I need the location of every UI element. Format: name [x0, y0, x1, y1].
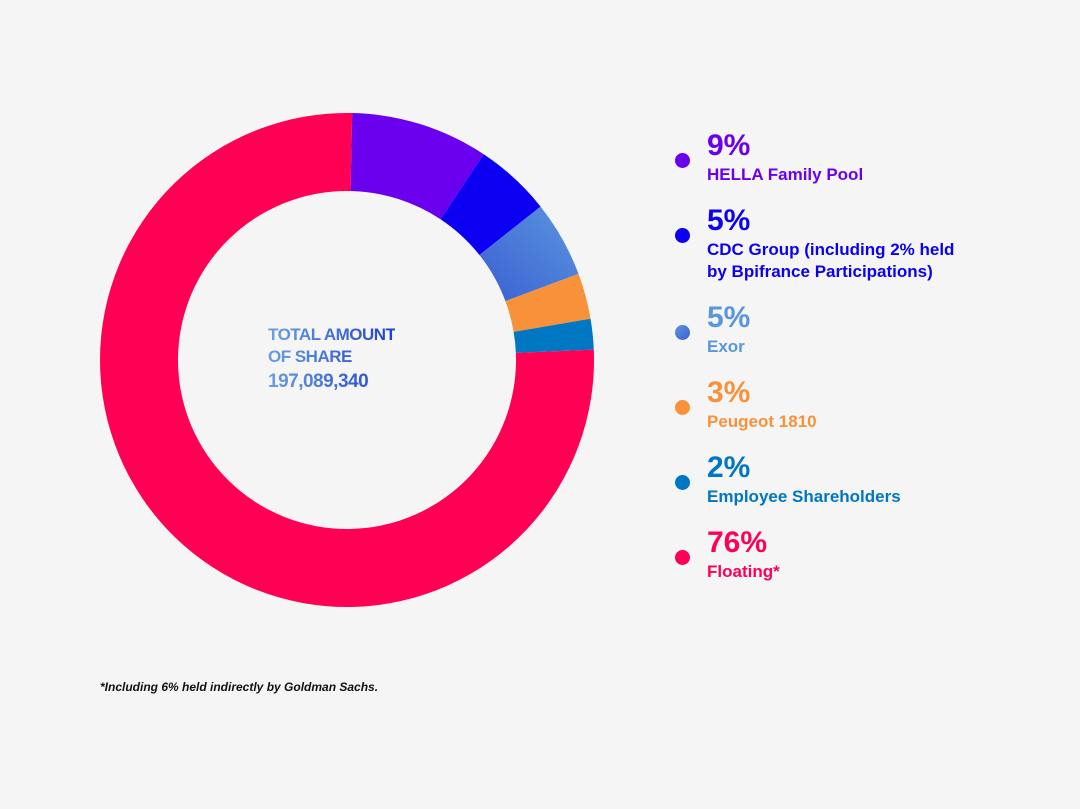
center-value: 197,089,340: [268, 371, 369, 392]
legend-label: by Bpifrance Participations): [707, 262, 933, 281]
legend-label: Exor: [707, 337, 745, 356]
legend-dot-icon: [675, 550, 690, 565]
donut-slice-floating: [100, 112, 594, 608]
donut-slice-employee: [513, 318, 594, 353]
legend: 9% HELLA Family Pool 5% CDC Group (includin…: [675, 128, 954, 600]
legend-item: 2% Employee Shareholders: [675, 450, 954, 525]
center-title-line-1: TOTAL AMOUNT: [268, 325, 396, 344]
legend-item: 3% Peugeot 1810: [675, 375, 954, 450]
legend-percent: 5%: [707, 301, 751, 334]
center-title-line-2: OF SHARE: [268, 347, 352, 366]
legend-item: 5% CDC Group (including 2% held by Bpifran…: [675, 203, 954, 300]
footnote: *Including 6% held indirectly by Goldman…: [100, 680, 379, 694]
legend-label: Peugeot 1810: [707, 412, 817, 431]
legend-dot-icon: [675, 325, 690, 340]
donut-slice-peugeot: [505, 273, 591, 332]
legend-percent: 9%: [707, 129, 751, 162]
donut-slice-hella: [350, 113, 484, 220]
legend-label: Employee Shareholders: [707, 487, 901, 506]
legend-label: CDC Group (including 2% held: [707, 240, 955, 259]
legend-dot-icon: [675, 475, 690, 490]
donut-slice-exor: [479, 206, 579, 302]
legend-percent: 3%: [707, 376, 751, 409]
donut-slice-cdc: [440, 154, 541, 256]
legend-dot-icon: [675, 153, 690, 168]
legend-percent: 2%: [707, 451, 751, 484]
legend-item: 9% HELLA Family Pool: [675, 128, 954, 203]
legend-item: 76% Floating*: [675, 525, 954, 600]
legend-item: 5% Exor: [675, 300, 954, 375]
legend-percent: 76%: [707, 526, 768, 559]
legend-dot-icon: [675, 228, 690, 243]
legend-percent: 5%: [707, 204, 751, 237]
legend-label: Floating*: [707, 562, 780, 581]
legend-dot-icon: [675, 400, 690, 415]
legend-label: HELLA Family Pool: [707, 165, 864, 184]
center-label: TOTAL AMOUNT OF SHARE 197,089,340: [268, 324, 395, 393]
